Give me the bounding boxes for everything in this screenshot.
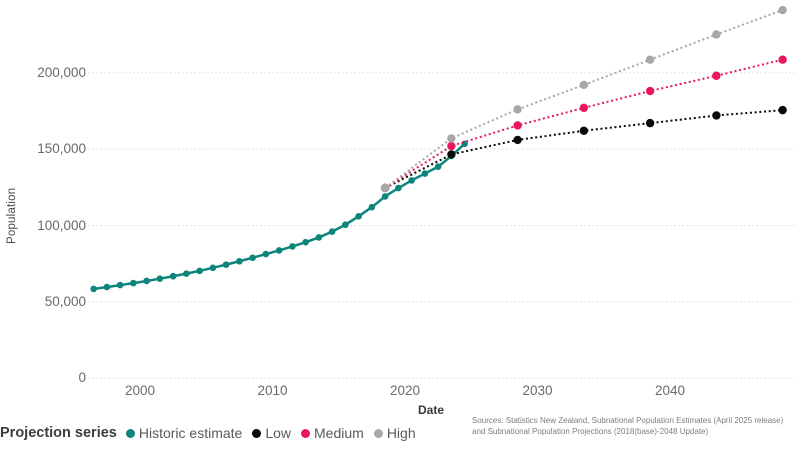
source-note-line2: and Subnational Population Projections (… (472, 427, 709, 436)
data-point[interactable] (395, 184, 402, 192)
legend-item-historic-estimate[interactable]: Historic estimate (125, 425, 243, 441)
data-point[interactable] (183, 270, 190, 277)
legend-item-label: High (386, 425, 416, 441)
legend-title: Projection series (0, 425, 117, 441)
data-point[interactable] (645, 86, 655, 96)
source-note-line1: Sources: Statistics New Zealand, Subnati… (472, 416, 784, 425)
y-tick-label: 100,000 (37, 217, 86, 233)
data-point[interactable] (289, 243, 296, 250)
y-tick-label: 0 (78, 370, 86, 386)
data-point[interactable] (579, 80, 589, 90)
data-point[interactable] (342, 221, 349, 229)
x-axis-title: Date (417, 403, 444, 417)
legend-item-label: Low (265, 425, 292, 441)
legend-dot-icon (252, 428, 262, 438)
legend-item-label: Historic estimate (138, 425, 243, 441)
x-tick-label: 2040 (654, 383, 686, 398)
data-point[interactable] (222, 261, 230, 268)
data-point[interactable] (368, 203, 376, 211)
data-point[interactable] (447, 150, 456, 159)
data-point[interactable] (645, 55, 655, 64)
data-point[interactable] (249, 254, 256, 262)
data-point[interactable] (778, 5, 787, 15)
legend-item-label: Medium (314, 425, 364, 441)
data-point[interactable] (712, 71, 721, 80)
series-line-medium (384, 58, 783, 189)
data-point[interactable] (275, 247, 283, 254)
data-point[interactable] (236, 257, 243, 265)
y-tick-label: 200,000 (37, 64, 86, 80)
data-point[interactable] (328, 228, 336, 235)
y-axis-title: Population (6, 187, 18, 244)
data-point[interactable] (169, 272, 177, 280)
legend-item-medium[interactable]: Medium (301, 425, 364, 441)
data-point[interactable] (103, 283, 111, 291)
data-point[interactable] (156, 275, 164, 282)
data-point[interactable] (513, 135, 522, 145)
x-tick-label: 2020 (389, 383, 421, 398)
data-point[interactable] (302, 238, 309, 246)
data-point[interactable] (143, 277, 150, 285)
legend-dot-icon (125, 428, 135, 438)
data-point[interactable] (513, 121, 522, 130)
data-point[interactable] (315, 234, 323, 241)
y-tick-label: 150,000 (37, 141, 86, 157)
legend-items: Historic estimate Low Medium High (125, 425, 416, 441)
legend-dot-icon (301, 428, 311, 438)
data-point[interactable] (645, 118, 655, 128)
data-point[interactable] (579, 103, 589, 113)
legend-item-low[interactable]: Low (252, 425, 291, 441)
data-point[interactable] (355, 213, 362, 220)
legend-item-high[interactable]: High (373, 425, 416, 441)
data-point[interactable] (513, 105, 522, 114)
y-tick-label: 50,000 (44, 293, 86, 309)
legend: Projection series Historic estimate Low Me… (0, 425, 416, 441)
data-point[interactable] (421, 170, 429, 177)
data-point[interactable] (130, 279, 137, 287)
source-note: Sources: Statistics New Zealand, Subnati… (472, 415, 783, 437)
data-point[interactable] (209, 264, 217, 272)
data-point[interactable] (116, 281, 124, 289)
data-point[interactable] (712, 30, 721, 39)
x-tick-label: 2030 (522, 383, 553, 398)
data-point[interactable] (262, 250, 270, 258)
x-tick-label: 2010 (257, 383, 288, 398)
data-point[interactable] (447, 134, 456, 143)
data-point[interactable] (381, 193, 389, 200)
data-point[interactable] (380, 183, 390, 193)
data-point[interactable] (778, 105, 787, 115)
series-line-historic-estimate (93, 142, 466, 291)
data-point[interactable] (447, 141, 456, 151)
data-point[interactable] (408, 177, 415, 184)
data-point[interactable] (196, 267, 203, 275)
data-point[interactable] (778, 55, 787, 64)
legend-dot-icon (373, 428, 383, 438)
data-point[interactable] (90, 285, 97, 293)
data-point[interactable] (434, 163, 442, 170)
x-tick-label: 2000 (124, 383, 156, 398)
data-point[interactable] (712, 111, 721, 120)
data-point[interactable] (579, 126, 589, 135)
